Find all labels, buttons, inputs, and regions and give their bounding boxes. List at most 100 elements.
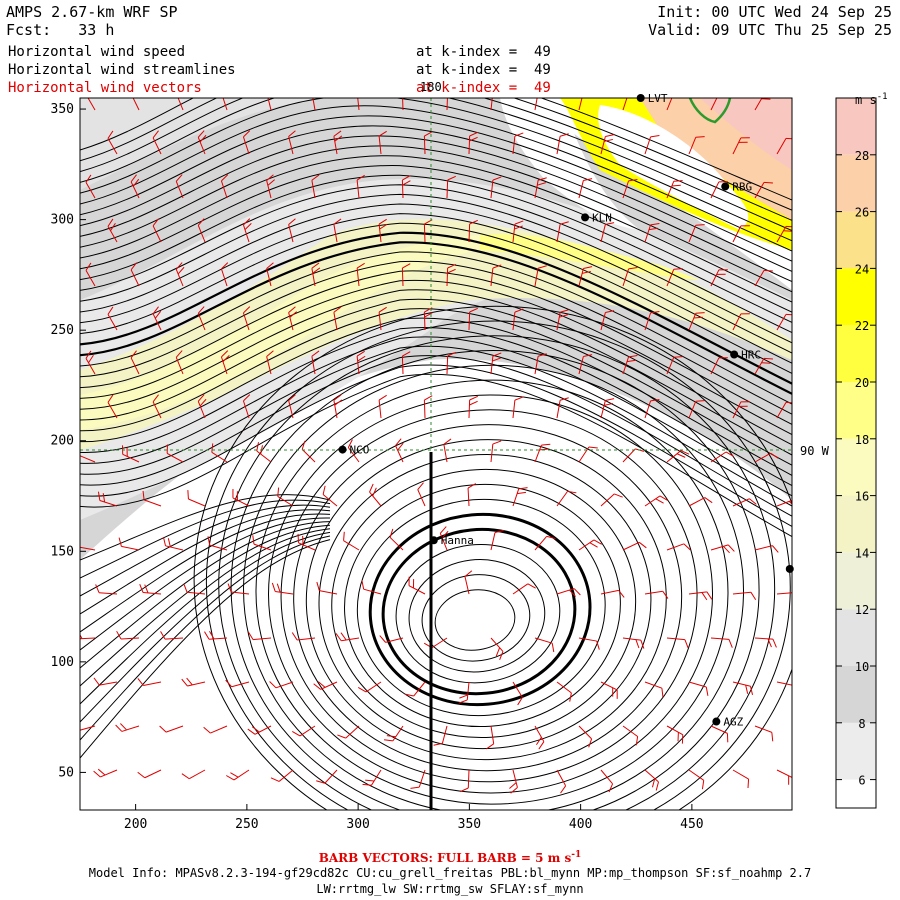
wind-barb	[464, 570, 473, 595]
wind-barb	[389, 528, 404, 551]
wind-barb	[130, 98, 140, 111]
wind-barb	[207, 536, 228, 551]
wind-barb	[688, 224, 705, 243]
wind-barb	[423, 131, 433, 155]
wind-barb	[107, 130, 118, 155]
wind-barb	[423, 395, 433, 419]
streamline	[80, 98, 792, 201]
vortex-streamline	[293, 424, 683, 772]
wind-barb	[732, 591, 757, 601]
wind-barb	[600, 398, 615, 419]
wind-barb	[644, 135, 660, 155]
colorbar-tick-label: 8	[858, 717, 865, 731]
colorbar-level	[836, 495, 876, 553]
wind-barb	[600, 134, 615, 155]
colorbar-unit-text: m s	[855, 93, 877, 107]
wind-barb	[271, 582, 294, 595]
wind-barb	[688, 312, 705, 331]
wind-barb	[433, 725, 448, 746]
streamline	[80, 494, 331, 561]
wind-barb	[688, 497, 713, 507]
wind-barb	[534, 443, 551, 463]
wind-barb	[130, 350, 140, 375]
wind-barb	[175, 262, 185, 287]
x-tick-label: 250	[235, 817, 258, 832]
station-label: RBG	[732, 180, 752, 193]
physics-info: LW:rrtmg_lw SW:rrtmg_sw SFLAY:sf_mynn	[316, 882, 584, 896]
wind-barb	[688, 400, 705, 419]
colorbar-level	[836, 666, 876, 723]
wind-barb	[666, 725, 684, 744]
wind-barb	[732, 313, 750, 331]
wind-barb	[383, 725, 404, 742]
wind-barb	[578, 266, 593, 287]
wind-barb	[404, 681, 426, 697]
coastline	[688, 98, 732, 124]
speed-shade-yellow-fringe	[480, 234, 700, 280]
wind-barb	[152, 306, 162, 331]
y-tick-label: 50	[58, 765, 74, 780]
colorbar-tick-label: 20	[855, 376, 869, 390]
wind-barb	[401, 351, 411, 375]
wind-barb	[446, 263, 456, 287]
streamline	[80, 125, 792, 272]
wind-barbs	[80, 98, 792, 794]
field-level-streamlines: at k-index = 49	[416, 62, 551, 78]
wind-barb	[512, 681, 523, 706]
wind-barb	[600, 681, 618, 699]
wind-barb	[710, 181, 728, 199]
station-label: LVT	[648, 92, 668, 105]
wind-barb	[486, 725, 495, 750]
streamline	[80, 513, 331, 633]
wind-barb	[362, 769, 382, 786]
wind-barb	[197, 130, 207, 155]
vortex-streamline	[268, 394, 714, 794]
streamline	[80, 289, 792, 446]
wind-barb	[644, 223, 660, 243]
wind-barb	[270, 769, 294, 782]
wind-barb	[534, 725, 545, 750]
colorbar-tick-label: 16	[855, 490, 869, 504]
wind-barb	[754, 269, 773, 287]
wind-barb	[357, 681, 382, 693]
vortex-streamline	[205, 320, 791, 810]
wind-barb	[152, 130, 162, 155]
wind-barb	[288, 306, 297, 331]
streamline	[80, 517, 331, 651]
map-title: AMPS 2.67-km WRF SP	[6, 3, 178, 21]
wind-barb	[107, 218, 118, 243]
wind-barb	[220, 350, 230, 375]
colorbar-level	[836, 552, 876, 610]
wind-barb	[468, 307, 478, 331]
vortex-streamline	[421, 574, 531, 662]
wind-barb	[776, 225, 792, 243]
wind-barb	[369, 483, 382, 507]
x-tick-label: 200	[124, 817, 147, 832]
wind-barb	[203, 725, 228, 734]
colorbar: 28 26 24 22 20 18 16 14 12 10 8 6	[835, 97, 877, 809]
wind-barb	[512, 308, 524, 331]
streamline	[80, 539, 331, 759]
field-level-speed: at k-index = 49	[416, 44, 551, 60]
wind-barb	[401, 175, 411, 199]
wind-barb	[301, 440, 316, 463]
vortex-streamline	[395, 543, 561, 684]
wind-barb	[139, 584, 162, 595]
wind-barb	[252, 535, 272, 551]
wind-barb	[333, 394, 343, 419]
station-marker	[338, 445, 347, 454]
wind-barb	[578, 178, 593, 199]
wind-barb	[468, 131, 478, 155]
wind-barb	[80, 454, 96, 463]
wind-barb	[311, 350, 320, 375]
wind-barb	[97, 491, 118, 507]
streamline	[80, 193, 792, 344]
wind-barb	[578, 539, 602, 551]
wind-barb	[247, 631, 272, 641]
wind-barb	[534, 177, 547, 199]
wind-barb	[220, 174, 229, 199]
wind-barb	[467, 483, 477, 507]
wind-barb	[556, 769, 567, 794]
wind-barb	[732, 137, 750, 155]
station-marker	[429, 536, 438, 545]
